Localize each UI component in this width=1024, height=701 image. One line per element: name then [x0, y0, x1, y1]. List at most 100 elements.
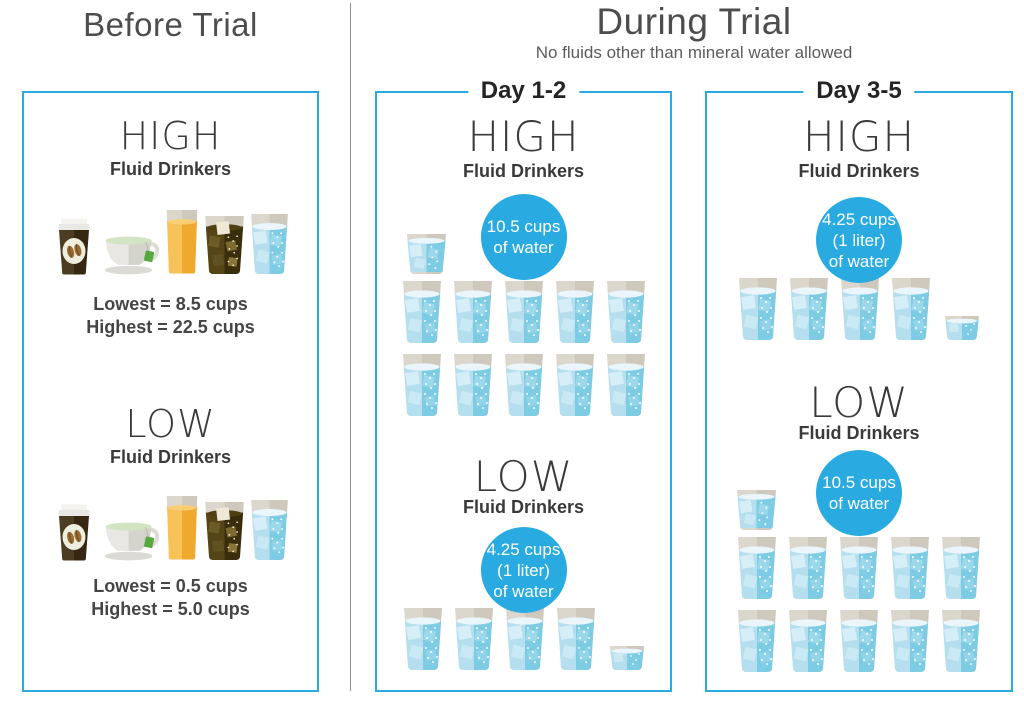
- quarter-glass-icon: [609, 644, 645, 671]
- before-trial-title: Before Trial: [83, 6, 258, 43]
- tea-cup-icon: [101, 515, 160, 561]
- badge-text-line: of water: [493, 238, 554, 257]
- water-glass-icon: [737, 607, 777, 673]
- water-glass-icon: [891, 275, 931, 341]
- day12-low-sublabel: Fluid Drinkers: [462, 497, 585, 517]
- water-glass-icon: [403, 605, 443, 671]
- water-glass-icon: [606, 278, 646, 344]
- water-glass-icon: [504, 278, 544, 344]
- glass-row: [707, 607, 1011, 673]
- high-drinks-row: [24, 201, 317, 275]
- water-amount-badge: 4.25 cups (1 liter) of water: [816, 197, 902, 283]
- day12-high-label: HIGH: [467, 112, 580, 161]
- water-glass-icon: [890, 607, 930, 673]
- water-glass-icon: [737, 534, 777, 600]
- day12-high-water-visual: 10.5 cups of water: [377, 194, 670, 426]
- day35-high-sublabel: Fluid Drinkers: [798, 161, 920, 181]
- water-glass-icon: [402, 351, 442, 417]
- day-3-5-label: Day 3-5: [803, 77, 915, 105]
- day35-low-water-visual: 10.5 cups of water: [707, 450, 1011, 682]
- water-glass-icon: [840, 275, 880, 341]
- water-glass-icon: [402, 278, 442, 344]
- day12-low-label: LOW: [473, 452, 574, 501]
- water-glass-rows: [377, 605, 670, 671]
- tea-cup-icon: [101, 229, 160, 275]
- water-glass-icon: [839, 534, 879, 600]
- section-divider: [350, 3, 351, 691]
- during-trial-subtitle: No fluids other than mineral water allow…: [535, 43, 853, 62]
- water-glass-icon: [738, 275, 778, 341]
- water-glass-icon: [505, 605, 545, 671]
- water-glass-icon: [606, 351, 646, 417]
- juice-glass-icon: [165, 494, 199, 561]
- badge-text-line: of water: [828, 494, 890, 513]
- badge-text-line: (1 liter): [832, 230, 886, 250]
- day-1-2-label: Day 1-2: [467, 77, 580, 105]
- high-fluid-sublabel: Fluid Drinkers: [109, 159, 232, 179]
- low-fluid-level-label: LOW: [125, 402, 216, 446]
- badge-text-line: 4.25 cups: [486, 539, 561, 559]
- badge-text-line: 10.5 cups: [822, 473, 896, 492]
- day35-high-label: HIGH: [802, 112, 916, 161]
- water-glass-icon: [250, 497, 289, 561]
- water-amount-badge: 4.25 cups (1 liter) of water: [480, 527, 567, 613]
- low-stats: Lowest = 0.5 cups Highest = 5.0 cups: [24, 575, 317, 621]
- high-lowest-stat: Lowest = 8.5 cups: [93, 294, 248, 314]
- badge-text-line: of water: [828, 251, 890, 271]
- day35-low-sublabel: Fluid Drinkers: [798, 423, 920, 443]
- glass-row: [707, 534, 1011, 600]
- water-glass-icon: [789, 275, 829, 341]
- water-glass-icon: [941, 534, 981, 600]
- water-glass-icon: [788, 607, 828, 673]
- water-glass-icon: [941, 607, 981, 673]
- day12-high-sublabel: Fluid Drinkers: [462, 161, 585, 181]
- water-glass-icon: [453, 278, 493, 344]
- low-drinks-row: [24, 487, 317, 561]
- high-fluid-level-label: HIGH: [119, 114, 222, 158]
- water-glass-icon: [788, 534, 828, 600]
- juice-glass-icon: [165, 208, 199, 275]
- day35-low-label: LOW: [809, 378, 909, 427]
- water-glass-icon: [504, 351, 544, 417]
- half-glass-icon: [736, 488, 777, 531]
- low-lowest-stat: Lowest = 0.5 cups: [93, 576, 248, 596]
- coffee-cup-icon: [52, 217, 96, 275]
- day35-high-water-visual: 4.25 cups (1 liter) of water: [707, 197, 1011, 347]
- day12-low-water-visual: 4.25 cups (1 liter) of water: [377, 527, 670, 677]
- low-highest-stat: Highest = 5.0 cups: [91, 599, 250, 619]
- water-glass-rows: [707, 275, 1011, 341]
- high-highest-stat: Highest = 22.5 cups: [86, 317, 255, 337]
- during-trial-title: During Trial: [596, 1, 792, 42]
- glass-row: [377, 605, 670, 671]
- cola-glass-icon: [204, 213, 245, 275]
- water-amount-badge: 10.5 cups of water: [480, 194, 567, 280]
- badge-text-line: (1 liter): [497, 560, 550, 580]
- high-stats: Lowest = 8.5 cups Highest = 22.5 cups: [24, 293, 317, 339]
- water-glass-rows: [377, 278, 670, 417]
- water-glass-icon: [555, 351, 595, 417]
- water-glass-icon: [890, 534, 930, 600]
- water-glass-icon: [556, 605, 596, 671]
- glass-row: [377, 278, 670, 344]
- water-amount-badge: 10.5 cups of water: [816, 450, 902, 536]
- water-glass-icon: [454, 605, 494, 671]
- quarter-glass-icon: [944, 314, 980, 341]
- water-glass-icon: [250, 211, 289, 275]
- day-3-5-panel: Day 3-5 HIGH Fluid Drinkers 4.25 cups (1 …: [705, 77, 1013, 692]
- water-glass-icon: [839, 607, 879, 673]
- badge-text-line: 4.25 cups: [822, 209, 896, 229]
- badge-text-line: of water: [493, 581, 554, 601]
- water-glass-icon: [555, 278, 595, 344]
- water-glass-icon: [453, 351, 493, 417]
- coffee-cup-icon: [52, 503, 96, 561]
- before-trial-panel: HIGH Fluid Drinkers: [22, 91, 319, 692]
- day-1-2-panel: Day 1-2 HIGH Fluid Drinkers 10.5 cups of …: [375, 77, 672, 692]
- low-fluid-sublabel: Fluid Drinkers: [109, 447, 232, 467]
- water-glass-rows: [707, 534, 1011, 673]
- badge-text-line: 10.5 cups: [486, 217, 561, 236]
- cola-glass-icon: [204, 499, 245, 561]
- glass-row: [377, 351, 670, 417]
- half-glass-icon: [406, 232, 447, 275]
- glass-row: [707, 275, 1011, 341]
